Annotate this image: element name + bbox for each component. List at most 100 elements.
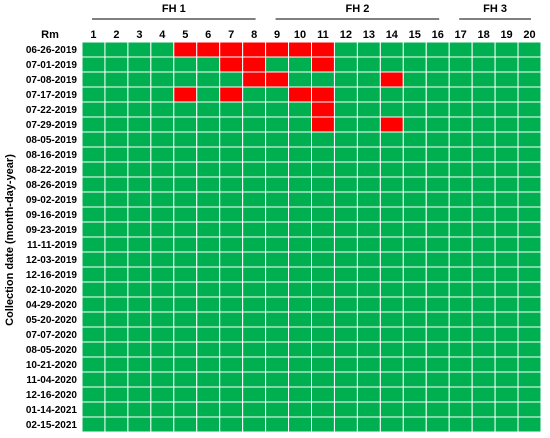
heatmap-cell-negative (517, 206, 542, 223)
heatmap-cell-negative (242, 386, 267, 403)
heatmap-cell-negative (242, 161, 267, 178)
heatmap-cell-positive (311, 56, 335, 73)
heatmap-cell-negative (402, 176, 427, 193)
heatmap-cell-negative (196, 131, 221, 148)
heatmap-cell-negative (81, 326, 106, 343)
group-label: FH 3 (483, 3, 507, 15)
heatmap-cell-negative (81, 56, 106, 73)
heatmap-cell-negative (104, 356, 129, 373)
heatmap-cell-negative (494, 41, 519, 58)
heatmap-cell-negative (150, 341, 175, 358)
heatmap-cell-negative (127, 236, 152, 253)
heatmap-cell-negative (356, 206, 381, 223)
heatmap-cell-negative (127, 56, 152, 73)
heatmap-cell-positive (311, 86, 335, 103)
heatmap-cell-negative (288, 356, 312, 373)
heatmap-cell-negative (448, 251, 473, 268)
heatmap-cell-negative (356, 326, 381, 343)
heatmap-cell-negative (288, 311, 312, 328)
heatmap-cell-negative (173, 266, 198, 283)
heatmap-cell-negative (127, 401, 152, 418)
heatmap-cell-negative (379, 281, 404, 298)
column-label: 14 (386, 29, 399, 41)
heatmap-cell-negative (471, 371, 496, 388)
heatmap-cell-negative (402, 146, 427, 163)
heatmap-cell-negative (196, 101, 221, 118)
heatmap-cell-negative (494, 206, 519, 223)
heatmap-cell-negative (402, 281, 427, 298)
row-label: 12-03-2019 (26, 255, 78, 266)
heatmap-cell-negative (104, 176, 129, 193)
heatmap-cell-negative (379, 101, 404, 118)
heatmap-cell-negative (242, 281, 267, 298)
heatmap-cell-negative (379, 401, 404, 418)
column-label: 9 (274, 29, 280, 41)
column-label: 17 (455, 29, 467, 41)
heatmap-cell-negative (81, 371, 106, 388)
heatmap-cell-negative (425, 161, 450, 178)
row-label: 02-15-2021 (26, 420, 78, 431)
heatmap-cell-negative (311, 371, 335, 388)
heatmap-cell-negative (288, 146, 312, 163)
heatmap-cell-negative (471, 101, 496, 118)
heatmap-cell-negative (288, 371, 312, 388)
heatmap-cell-negative (471, 326, 496, 343)
heatmap-cell-negative (402, 266, 427, 283)
heatmap-cell-negative (356, 116, 381, 133)
heatmap-cell-negative (104, 251, 129, 268)
column-label: 1 (90, 29, 96, 41)
heatmap-cell-negative (242, 416, 267, 433)
heatmap-cells (81, 41, 542, 433)
heatmap-cell-negative (150, 56, 175, 73)
row-label: 01-14-2021 (26, 405, 78, 416)
heatmap-cell-negative (425, 326, 450, 343)
heatmap-cell-negative (173, 221, 198, 238)
heatmap-cell-negative (265, 296, 290, 313)
heatmap-cell-negative (494, 221, 519, 238)
heatmap-cell-negative (494, 116, 519, 133)
heatmap-cell-negative (150, 296, 175, 313)
heatmap-cell-negative (379, 341, 404, 358)
heatmap-cell-negative (311, 341, 335, 358)
heatmap-cell-negative (402, 71, 427, 88)
heatmap-cell-negative (333, 401, 358, 418)
heatmap-cell-negative (402, 251, 427, 268)
row-label: 08-22-2019 (26, 165, 78, 176)
heatmap-cell-negative (127, 116, 152, 133)
heatmap-cell-negative (333, 146, 358, 163)
heatmap-cell-negative (333, 356, 358, 373)
row-label: 07-29-2019 (26, 120, 78, 131)
heatmap-cell-negative (288, 161, 312, 178)
heatmap-cell-negative (196, 266, 221, 283)
heatmap-cell-negative (81, 356, 106, 373)
heatmap-cell-negative (494, 161, 519, 178)
heatmap-cell-negative (242, 86, 267, 103)
heatmap-cell-negative (471, 116, 496, 133)
heatmap-cell-negative (425, 131, 450, 148)
heatmap-cell-negative (150, 101, 175, 118)
heatmap-cell-negative (448, 146, 473, 163)
heatmap-cell-negative (333, 296, 358, 313)
heatmap-cell-negative (242, 296, 267, 313)
heatmap-cell-negative (425, 251, 450, 268)
heatmap-cell-negative (356, 161, 381, 178)
heatmap-cell-negative (471, 386, 496, 403)
heatmap-cell-negative (288, 281, 312, 298)
heatmap-cell-negative (150, 281, 175, 298)
heatmap-cell-negative (517, 416, 542, 433)
heatmap-cell-negative (173, 56, 198, 73)
heatmap-cell-negative (265, 101, 290, 118)
heatmap-cell-negative (494, 371, 519, 388)
heatmap-cell-negative (517, 101, 542, 118)
heatmap-cell-negative (425, 401, 450, 418)
heatmap-cell-negative (356, 56, 381, 73)
y-axis-label: Collection date (month-day-year) (4, 154, 16, 326)
heatmap-cell-negative (311, 416, 335, 433)
heatmap-cell-negative (127, 326, 152, 343)
heatmap-cell-negative (196, 296, 221, 313)
heatmap-cell-negative (517, 266, 542, 283)
heatmap-cell-negative (471, 221, 496, 238)
heatmap-cell-negative (104, 41, 129, 58)
heatmap-cell-negative (494, 101, 519, 118)
